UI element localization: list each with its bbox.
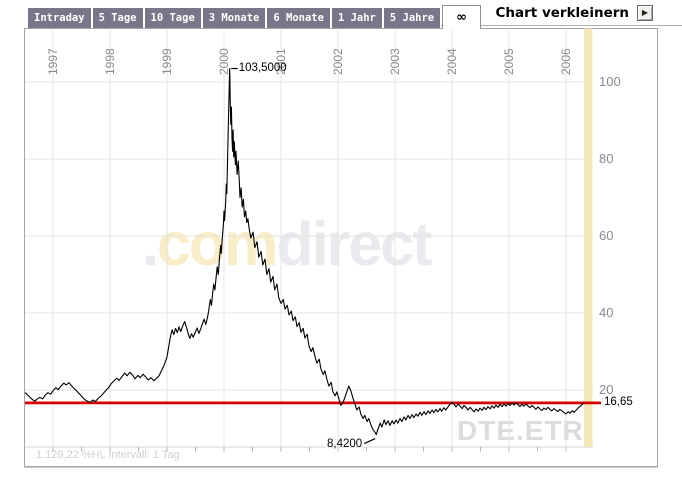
- watermark-dot: .: [142, 210, 159, 278]
- tab-3-monate[interactable]: 3 Monate: [202, 8, 266, 28]
- tab-max-range[interactable]: ∞: [442, 5, 481, 29]
- comdirect-watermark: .comdirect: [142, 214, 433, 275]
- chart-collapse-label: Chart verkleinern: [495, 5, 629, 21]
- tab-intraday[interactable]: Intraday: [28, 8, 91, 28]
- tab-1-jahr[interactable]: 1 Jahr: [331, 8, 382, 28]
- max-price-label: 103,5000: [238, 61, 287, 74]
- arrow-right-icon: ▶: [641, 8, 649, 17]
- tab-6-monate[interactable]: 6 Monate: [267, 8, 330, 28]
- chart-collapse-control: Chart verkleinern ▶: [496, 5, 653, 21]
- watermark-com: com: [156, 210, 278, 278]
- last-price-label: 16,65: [604, 395, 633, 408]
- symbol-label: DTE.ETR: [457, 415, 584, 446]
- top-divider: [441, 25, 682, 26]
- min-price-label: 8,4200: [327, 437, 363, 450]
- watermark-direct: direct: [276, 210, 432, 278]
- chart-collapse-button[interactable]: ▶: [637, 5, 653, 21]
- tab-5-jahre[interactable]: 5 Jahre: [383, 8, 441, 28]
- tab-5-tage[interactable]: 5 Tage: [92, 8, 143, 28]
- period-tabbar: Intraday 5 Tage 10 Tage 3 Monate 6 Monat…: [28, 5, 483, 29]
- tab-10-tage[interactable]: 10 Tage: [144, 8, 201, 28]
- status-text: 1.129,22 %HL Intervall: 1 Tag: [36, 449, 180, 461]
